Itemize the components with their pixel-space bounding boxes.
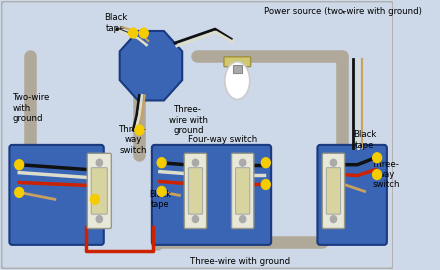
- FancyBboxPatch shape: [184, 153, 207, 228]
- Circle shape: [139, 28, 148, 38]
- Circle shape: [128, 28, 138, 38]
- Text: Black
tape: Black tape: [149, 190, 171, 209]
- FancyBboxPatch shape: [317, 145, 387, 245]
- Text: Three-
wire with
ground: Three- wire with ground: [169, 105, 208, 135]
- Circle shape: [157, 187, 166, 196]
- FancyBboxPatch shape: [224, 57, 251, 67]
- Circle shape: [239, 216, 246, 222]
- Circle shape: [15, 187, 24, 197]
- FancyBboxPatch shape: [9, 145, 104, 245]
- FancyBboxPatch shape: [188, 168, 202, 214]
- Text: Power source (two-wire with ground): Power source (two-wire with ground): [264, 7, 422, 16]
- Circle shape: [239, 159, 246, 166]
- Text: Three-
way
switch: Three- way switch: [372, 160, 400, 190]
- Circle shape: [261, 158, 270, 168]
- FancyBboxPatch shape: [323, 153, 345, 228]
- Text: Black
tape: Black tape: [104, 14, 127, 33]
- Circle shape: [192, 159, 198, 166]
- FancyBboxPatch shape: [87, 153, 111, 228]
- FancyBboxPatch shape: [235, 168, 250, 214]
- Text: Two-wire
with
ground: Two-wire with ground: [13, 93, 50, 123]
- FancyBboxPatch shape: [233, 65, 242, 73]
- Circle shape: [192, 216, 198, 222]
- Text: Four-way switch: Four-way switch: [187, 136, 257, 144]
- Ellipse shape: [225, 62, 250, 99]
- Circle shape: [330, 159, 337, 166]
- FancyBboxPatch shape: [152, 145, 271, 245]
- Text: Three-wire with ground: Three-wire with ground: [190, 257, 290, 266]
- Text: Three-
way
switch: Three- way switch: [119, 125, 147, 155]
- Circle shape: [373, 153, 381, 163]
- Circle shape: [330, 216, 337, 222]
- Circle shape: [135, 125, 144, 135]
- Circle shape: [96, 216, 103, 222]
- Polygon shape: [120, 31, 182, 100]
- Circle shape: [373, 170, 381, 180]
- Circle shape: [261, 180, 270, 190]
- FancyBboxPatch shape: [326, 168, 341, 214]
- Circle shape: [15, 160, 24, 170]
- Circle shape: [157, 158, 166, 168]
- Circle shape: [96, 159, 103, 166]
- FancyBboxPatch shape: [92, 168, 107, 214]
- FancyBboxPatch shape: [231, 153, 254, 228]
- FancyBboxPatch shape: [1, 1, 393, 269]
- Text: Black
tape: Black tape: [353, 130, 376, 150]
- Circle shape: [90, 194, 99, 204]
